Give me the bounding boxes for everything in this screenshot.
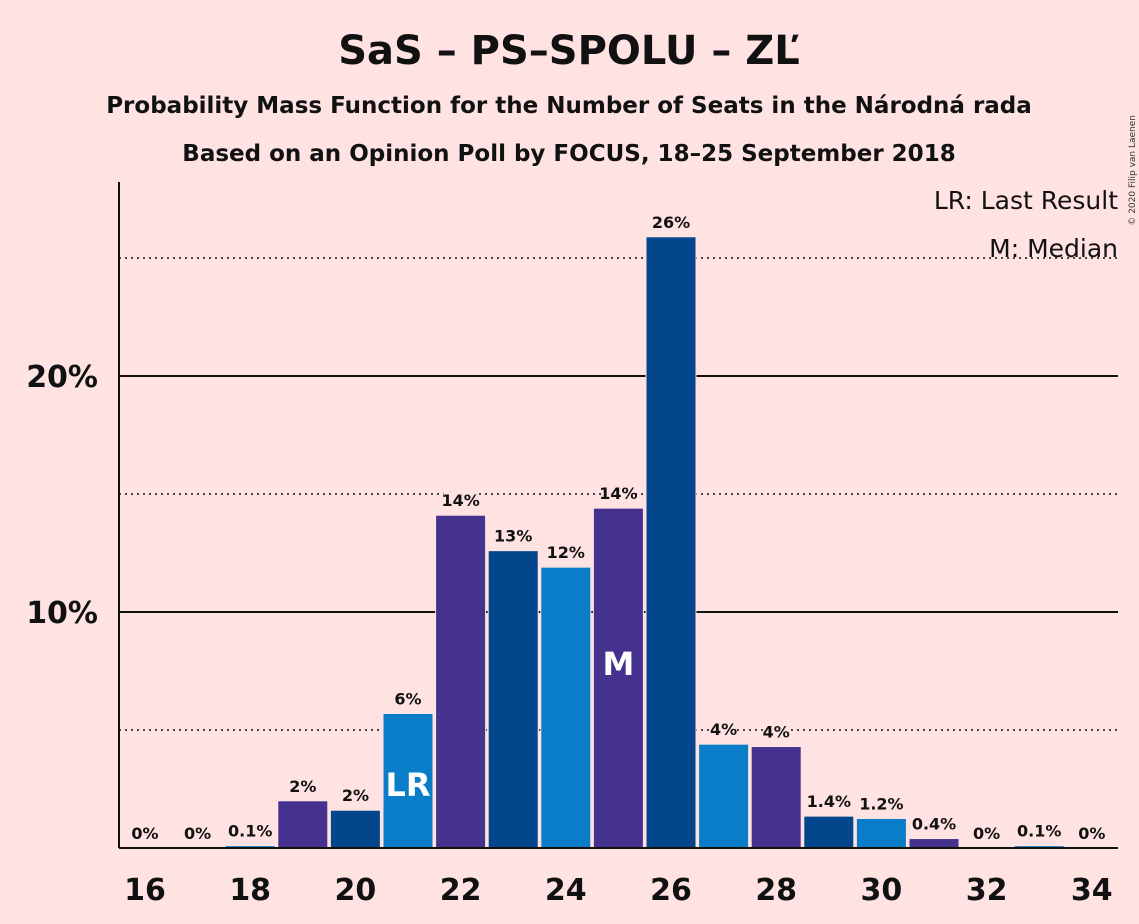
x-tick-label: 28 [755, 873, 797, 908]
bar [855, 818, 907, 849]
bar [750, 746, 802, 849]
data-label-bg [654, 212, 688, 232]
bar [645, 236, 697, 849]
bar [540, 566, 592, 849]
median-marker: M [602, 645, 634, 683]
x-tick-label: 18 [229, 873, 271, 908]
data-label-bg [396, 689, 420, 709]
data-label-bg [912, 814, 956, 834]
bar [803, 815, 855, 849]
x-tick-label: 34 [1071, 873, 1113, 908]
copyright-text: © 2020 Filip van Laenen [1128, 115, 1138, 226]
data-label: 4% [710, 720, 737, 739]
data-label: 4% [763, 723, 790, 742]
data-label: 2% [342, 786, 369, 805]
data-label-bg [601, 484, 636, 504]
last-result-marker: LR [385, 766, 430, 804]
data-label: 1.4% [807, 792, 851, 811]
data-label: 0.4% [912, 815, 956, 834]
chart-title: SaS – PS–SPOLU – ZĽ [338, 28, 800, 74]
x-tick-label: 20 [335, 873, 377, 908]
x-tick-label: 16 [124, 873, 166, 908]
data-label: 0.1% [1017, 822, 1061, 841]
data-label-bg [1079, 824, 1104, 843]
markers: LR M [385, 645, 634, 804]
data-label-bg [548, 543, 583, 563]
x-tick-label: 24 [545, 873, 587, 908]
data-label: 6% [394, 689, 421, 708]
data-label: 2% [289, 777, 316, 796]
data-label: 1.2% [859, 795, 903, 814]
data-label: 0% [1078, 824, 1105, 843]
bar [592, 507, 644, 849]
x-tick-label: 32 [966, 873, 1008, 908]
data-label-bg [711, 720, 736, 740]
data-label: 14% [441, 491, 479, 510]
data-label-bg [228, 821, 273, 841]
chart-subtitle: Probability Mass Function for the Number… [106, 93, 1032, 119]
y-tick-label: 10% [26, 596, 98, 631]
data-label-bg [133, 824, 157, 843]
bar [908, 838, 960, 849]
data-label-bg [974, 824, 999, 843]
bar [382, 712, 434, 849]
data-label-bg [764, 722, 789, 742]
data-label: 12% [547, 543, 585, 562]
bar [435, 514, 487, 849]
chart-source: Based on an Opinion Poll by FOCUS, 18–25… [182, 141, 955, 167]
axes: 10% 20% 16 18 20 22 24 26 28 30 32 34 [26, 182, 1118, 908]
x-tick-label: 26 [650, 873, 692, 908]
y-tick-label: 20% [26, 360, 98, 395]
data-label: 0% [131, 824, 158, 843]
legend-median: M: Median [989, 234, 1118, 263]
data-labels: 0% 0% 0.1% 2% 2% 6% 14% 13% 12% 14% 26% 4% 4% 1.4% 1.2… [131, 212, 1105, 843]
bar [277, 800, 329, 849]
bar [487, 550, 539, 849]
data-label: 0.1% [228, 822, 272, 841]
x-tick-label: 30 [861, 873, 903, 908]
data-label: 0% [184, 824, 211, 843]
data-label-bg [806, 792, 851, 812]
data-label-bg [1017, 821, 1062, 841]
data-label: 13% [494, 527, 532, 546]
data-label: 14% [599, 484, 637, 503]
bar [329, 809, 381, 849]
bar [698, 743, 750, 849]
data-label: 26% [652, 213, 690, 232]
x-tick-label: 22 [440, 873, 482, 908]
bars [224, 236, 1065, 849]
data-label: 0% [973, 824, 1000, 843]
data-label-bg [185, 824, 210, 843]
data-label-bg [443, 491, 478, 511]
data-label-bg [496, 526, 531, 546]
data-label-bg [859, 794, 904, 814]
data-label-bg [290, 776, 315, 796]
data-label-bg [343, 786, 368, 806]
legend-last-result: LR: Last Result [934, 186, 1118, 215]
